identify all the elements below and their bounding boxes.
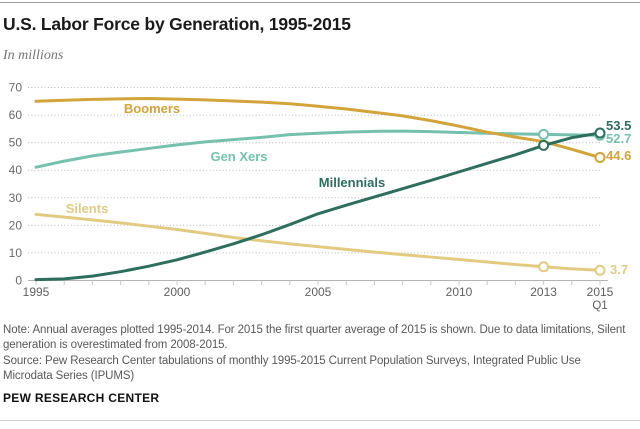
source-text: Source: Pew Research Center tabulations … [3, 354, 581, 382]
y-tick-label: 0 [15, 274, 22, 288]
chart-units-subtitle: In millions [3, 48, 64, 63]
y-tick-label: 10 [9, 246, 23, 260]
silents-marker [594, 264, 606, 276]
genx-end-value: 52.7 [606, 131, 631, 146]
note-text: Note: Annual averages plotted 1995-2014.… [3, 324, 626, 352]
millennials-marker [538, 139, 550, 151]
x-tick-label: 2005 [305, 285, 332, 299]
x-tick-label: 2015 [587, 285, 614, 299]
millennials-label: Millennials [319, 175, 385, 190]
silents-label: Silents [66, 201, 109, 216]
bottom-divider [0, 420, 640, 421]
silents-marker [538, 261, 550, 273]
boomers-marker [594, 152, 606, 164]
y-tick-label: 30 [9, 191, 23, 205]
x-tick-label: 1995 [23, 285, 50, 299]
millennials-end-value: 53.5 [606, 118, 631, 133]
genx-marker [538, 128, 550, 140]
line-chart: 0 10 20 30 40 50 60 70 1995 2000 2005 2010 2013 2015 Q… [0, 80, 640, 315]
y-tick-label: 20 [9, 218, 23, 232]
millennials-line [34, 131, 602, 282]
y-tick-label: 70 [9, 81, 23, 95]
y-tick-label: 50 [9, 136, 23, 150]
millennials-marker [594, 127, 606, 139]
silents-line [34, 212, 602, 272]
labor-force-line-chart-svg: 0 10 20 30 40 50 60 70 1995 2000 2005 2010 2013 2015Q… [9, 81, 632, 312]
genx-line [34, 129, 602, 169]
page-title: U.S. Labor Force by Generation, 1995-201… [3, 14, 351, 34]
pew-research-center-wordmark: PEW RESEARCH CENTER [3, 391, 160, 405]
y-tick-label: 60 [9, 108, 23, 122]
genx-label: Gen Xers [210, 149, 267, 164]
x-tick-label: 2013 [530, 285, 557, 299]
y-tick-label: 40 [9, 163, 23, 177]
x-tick-label: 2000 [164, 285, 191, 299]
boomers-end-value: 44.6 [606, 148, 631, 163]
boomers-line [34, 97, 602, 160]
boomers-label: Boomers [124, 101, 180, 116]
top-divider [0, 2, 640, 3]
x-tick-label: 2010 [446, 285, 473, 299]
silents-end-value: 3.7 [610, 262, 628, 277]
x-tick-sublabel: Q1 [592, 300, 607, 312]
footnotes: Note: Annual averages plotted 1995-2014.… [3, 323, 633, 384]
